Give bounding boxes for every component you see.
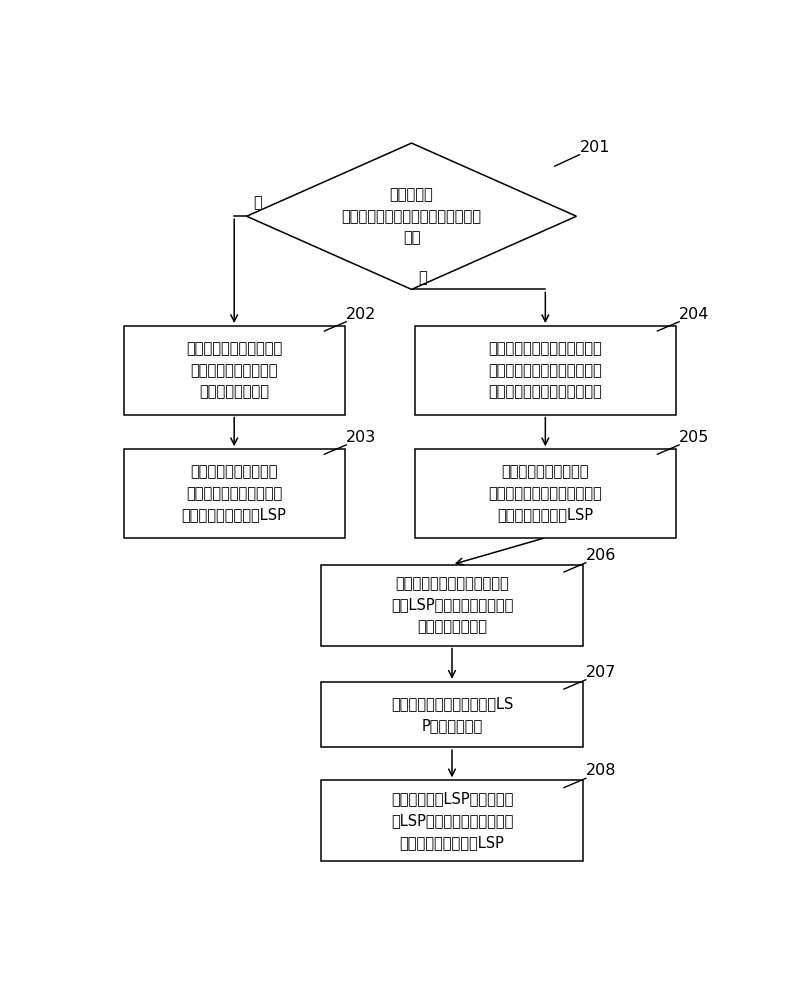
Text: 202: 202 (346, 307, 376, 322)
FancyBboxPatch shape (124, 449, 344, 538)
FancyBboxPatch shape (414, 326, 675, 415)
Polygon shape (246, 143, 576, 289)
FancyBboxPatch shape (321, 780, 582, 861)
FancyBboxPatch shape (124, 326, 344, 415)
Text: 判断目标节
点与源节点是否在同一个自治系统区
域内: 判断目标节 点与源节点是否在同一个自治系统区 域内 (341, 187, 481, 245)
FancyBboxPatch shape (321, 565, 582, 646)
Text: 是: 是 (253, 195, 261, 210)
Text: 否: 否 (417, 271, 426, 286)
Text: 201: 201 (579, 140, 610, 155)
Text: 将目标节点的层域信息以及第
一段LSP经过的节点的层域信
息发送给中间节点: 将目标节点的层域信息以及第 一段LSP经过的节点的层域信 息发送给中间节点 (391, 576, 512, 634)
Text: 根据上述各个节点的层
域信息，计算从上述源节点到
中间节点的第一段LSP: 根据上述各个节点的层 域信息，计算从上述源节点到 中间节点的第一段LSP (488, 464, 602, 523)
FancyBboxPatch shape (414, 449, 675, 538)
Text: 204: 204 (678, 307, 709, 322)
Text: 将上述第一段LSP和上述第二
段LSP合并，得到从上述源节
点到上述目标节点的LSP: 将上述第一段LSP和上述第二 段LSP合并，得到从上述源节 点到上述目标节点的L… (391, 792, 512, 850)
Text: 获取网络中源节点所在的
自治系统区域内的各个
有节点的层域信息: 获取网络中源节点所在的 自治系统区域内的各个 有节点的层域信息 (186, 341, 282, 399)
Text: 获取网络中源节点所在的自治
系统区域内的各个节点的层域
信息以及目标节点的层域信息: 获取网络中源节点所在的自治 系统区域内的各个节点的层域 信息以及目标节点的层域信… (488, 341, 602, 399)
Text: 203: 203 (346, 430, 376, 445)
Text: 206: 206 (585, 548, 615, 563)
Text: 获取中间节点返回的第二段LS
P路径指示信息: 获取中间节点返回的第二段LS P路径指示信息 (391, 696, 512, 733)
Text: 208: 208 (585, 763, 615, 778)
Text: 根据上述各个节点的层
域信息，计算从上述源节
点到上述目标节点的LSP: 根据上述各个节点的层 域信息，计算从上述源节 点到上述目标节点的LSP (181, 464, 286, 523)
FancyBboxPatch shape (321, 682, 582, 747)
Text: 207: 207 (585, 665, 615, 680)
Text: 205: 205 (678, 430, 709, 445)
